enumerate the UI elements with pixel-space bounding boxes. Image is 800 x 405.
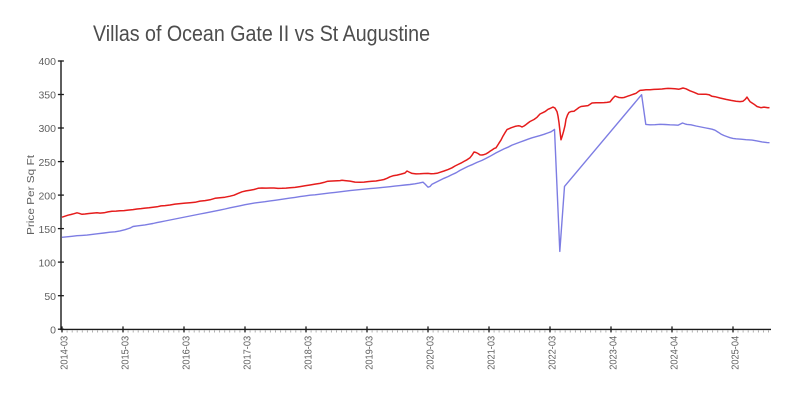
svg-text:400: 400 xyxy=(38,56,56,68)
svg-text:2020-03: 2020-03 xyxy=(425,336,437,370)
svg-text:2014-03: 2014-03 xyxy=(59,336,71,370)
svg-text:0: 0 xyxy=(50,324,56,336)
svg-text:50: 50 xyxy=(44,291,56,303)
svg-text:2018-03: 2018-03 xyxy=(303,336,315,370)
svg-text:2016-03: 2016-03 xyxy=(181,336,193,370)
svg-text:Villas of Ocean Gate II vs St: Villas of Ocean Gate II vs St Augustine xyxy=(93,21,430,46)
svg-text:2019-03: 2019-03 xyxy=(364,336,376,370)
svg-text:Price Per Sq Ft: Price Per Sq Ft xyxy=(25,155,37,235)
svg-text:2025-04: 2025-04 xyxy=(730,336,742,370)
svg-text:350: 350 xyxy=(38,90,56,102)
svg-text:300: 300 xyxy=(38,123,56,135)
svg-text:200: 200 xyxy=(38,190,56,202)
svg-text:2021-03: 2021-03 xyxy=(486,336,498,370)
svg-text:2023-04: 2023-04 xyxy=(608,336,620,370)
svg-text:2022-03: 2022-03 xyxy=(547,336,559,370)
svg-text:2015-03: 2015-03 xyxy=(120,336,132,370)
svg-text:2017-03: 2017-03 xyxy=(242,336,254,370)
svg-text:250: 250 xyxy=(38,157,56,169)
svg-text:150: 150 xyxy=(38,224,56,236)
svg-text:100: 100 xyxy=(38,257,56,269)
svg-text:2024-04: 2024-04 xyxy=(669,336,681,370)
